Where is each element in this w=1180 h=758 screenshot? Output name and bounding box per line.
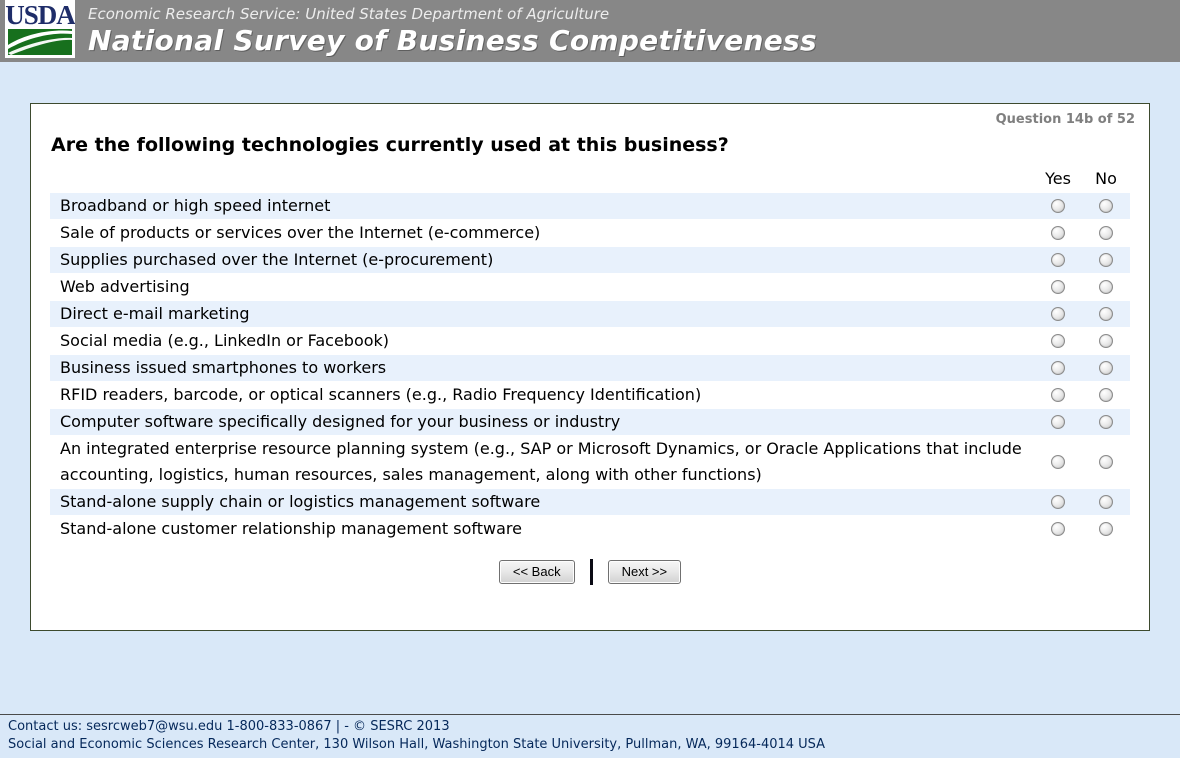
no-radio-cell <box>1082 355 1130 381</box>
no-radio-button[interactable] <box>1099 280 1113 294</box>
yes-radio-button[interactable] <box>1051 415 1065 429</box>
no-radio-cell <box>1082 409 1130 435</box>
page-header: USDA Economic Research Service: United S… <box>0 0 1180 62</box>
no-radio-button[interactable] <box>1099 361 1113 375</box>
yes-radio-button[interactable] <box>1051 280 1065 294</box>
row-label: An integrated enterprise resource planni… <box>60 439 1022 484</box>
navigation-bar: << Back Next >> <box>31 559 1149 585</box>
row-label: Stand-alone customer relationship manage… <box>60 519 522 538</box>
question-progress: Question 14b of 52 <box>995 112 1135 127</box>
table-row: Broadband or high speed internet <box>50 193 1130 219</box>
row-label: Broadband or high speed internet <box>60 196 331 215</box>
footer-contact-line: Contact us: sesrcweb7@wsu.edu 1-800-833-… <box>8 719 450 734</box>
yes-radio-button[interactable] <box>1051 455 1065 469</box>
question-title: Are the following technologies currently… <box>51 134 729 156</box>
yes-radio-cell <box>1034 436 1082 488</box>
column-header-yes: Yes <box>1045 169 1071 188</box>
no-radio-button[interactable] <box>1099 415 1113 429</box>
column-header-no: No <box>1095 169 1117 188</box>
no-radio-cell <box>1082 274 1130 300</box>
no-radio-cell <box>1082 489 1130 515</box>
table-row: Social media (e.g., LinkedIn or Facebook… <box>50 328 1130 354</box>
row-label: RFID readers, barcode, or optical scanne… <box>60 385 702 404</box>
svg-text:USDA: USDA <box>5 0 75 30</box>
table-row: Sale of products or services over the In… <box>50 220 1130 246</box>
yes-radio-cell <box>1034 193 1082 219</box>
back-button[interactable]: << Back <box>498 560 575 584</box>
yes-radio-cell <box>1034 301 1082 327</box>
table-row: Business issued smartphones to workers <box>50 355 1130 381</box>
yes-radio-cell <box>1034 409 1082 435</box>
yes-radio-button[interactable] <box>1051 522 1065 536</box>
no-radio-button[interactable] <box>1099 455 1113 469</box>
footer-address-line: Social and Economic Sciences Research Ce… <box>8 737 826 752</box>
yes-radio-cell <box>1034 328 1082 354</box>
no-radio-cell <box>1082 516 1130 542</box>
column-headers: Yes No <box>50 169 1130 188</box>
page-footer: Contact us: sesrcweb7@wsu.edu 1-800-833-… <box>0 714 1180 758</box>
no-radio-button[interactable] <box>1099 522 1113 536</box>
no-radio-button[interactable] <box>1099 307 1113 321</box>
button-separator <box>589 559 593 585</box>
table-row: Web advertising <box>50 274 1130 300</box>
no-radio-button[interactable] <box>1099 495 1113 509</box>
table-row: RFID readers, barcode, or optical scanne… <box>50 382 1130 408</box>
table-row: Stand-alone customer relationship manage… <box>50 516 1130 542</box>
yes-radio-cell <box>1034 355 1082 381</box>
no-radio-cell <box>1082 193 1130 219</box>
no-radio-cell <box>1082 328 1130 354</box>
no-radio-button[interactable] <box>1099 388 1113 402</box>
answer-grid: Yes No Broadband or high speed internet … <box>31 169 1149 542</box>
page-body: Question 14b of 52 Are the following tec… <box>0 62 1180 714</box>
no-radio-cell <box>1082 247 1130 273</box>
table-row: An integrated enterprise resource planni… <box>50 436 1130 488</box>
table-row: Supplies purchased over the Internet (e-… <box>50 247 1130 273</box>
yes-radio-button[interactable] <box>1051 388 1065 402</box>
no-radio-cell <box>1082 301 1130 327</box>
yes-radio-cell <box>1034 382 1082 408</box>
no-radio-cell <box>1082 382 1130 408</box>
yes-radio-button[interactable] <box>1051 495 1065 509</box>
row-label: Stand-alone supply chain or logistics ma… <box>60 492 541 511</box>
row-label: Business issued smartphones to workers <box>60 358 387 377</box>
row-label: Direct e-mail marketing <box>60 304 250 323</box>
no-radio-button[interactable] <box>1099 253 1113 267</box>
no-radio-button[interactable] <box>1099 199 1113 213</box>
yes-radio-button[interactable] <box>1051 334 1065 348</box>
no-radio-cell <box>1082 220 1130 246</box>
row-label: Web advertising <box>60 277 190 296</box>
survey-title: National Survey of Business Competitiven… <box>88 24 817 57</box>
table-row: Stand-alone supply chain or logistics ma… <box>50 489 1130 515</box>
yes-radio-button[interactable] <box>1051 253 1065 267</box>
yes-radio-button[interactable] <box>1051 226 1065 240</box>
agency-line: Economic Research Service: United States… <box>88 5 610 23</box>
yes-radio-cell <box>1034 489 1082 515</box>
yes-radio-button[interactable] <box>1051 361 1065 375</box>
row-label: Sale of products or services over the In… <box>60 223 541 242</box>
usda-logo-icon: USDA <box>5 0 77 58</box>
no-radio-cell <box>1082 436 1130 488</box>
row-label: Supplies purchased over the Internet (e-… <box>60 250 494 269</box>
row-label: Social media (e.g., LinkedIn or Facebook… <box>60 331 390 350</box>
no-radio-button[interactable] <box>1099 226 1113 240</box>
question-panel: Question 14b of 52 Are the following tec… <box>30 103 1150 631</box>
yes-radio-cell <box>1034 220 1082 246</box>
yes-radio-button[interactable] <box>1051 199 1065 213</box>
yes-radio-cell <box>1034 247 1082 273</box>
yes-radio-button[interactable] <box>1051 307 1065 321</box>
next-button[interactable]: Next >> <box>607 560 682 584</box>
table-row: Computer software specifically designed … <box>50 409 1130 435</box>
no-radio-button[interactable] <box>1099 334 1113 348</box>
yes-radio-cell <box>1034 516 1082 542</box>
yes-radio-cell <box>1034 274 1082 300</box>
row-label: Computer software specifically designed … <box>60 412 621 431</box>
table-row: Direct e-mail marketing <box>50 301 1130 327</box>
